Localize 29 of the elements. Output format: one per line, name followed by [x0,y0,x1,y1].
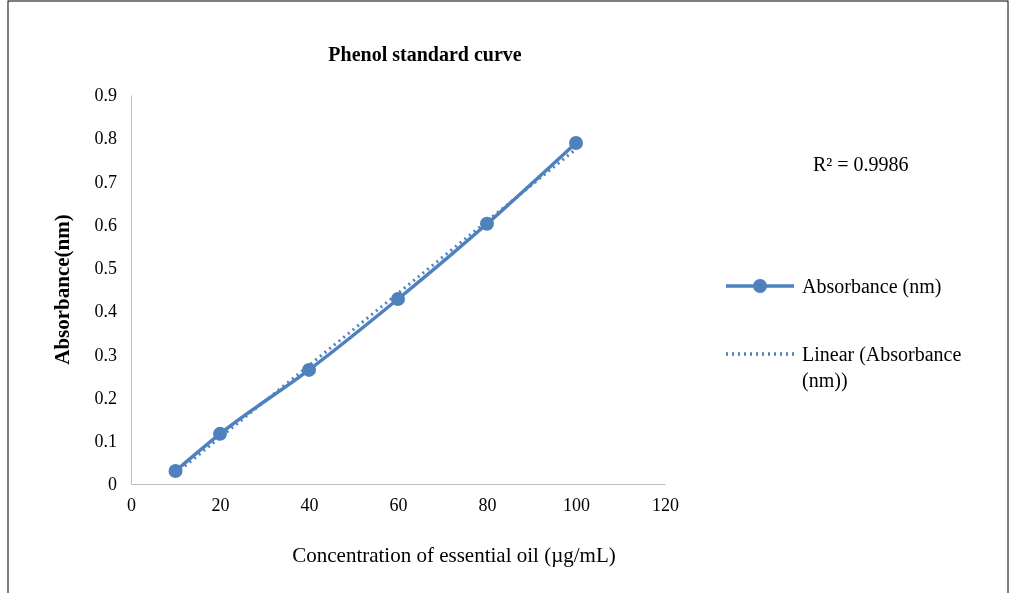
x-tick-label: 0 [127,494,136,515]
point [480,216,494,231]
point [302,362,316,377]
x-tick-label: 20 [211,494,230,515]
point [213,426,227,441]
x-tick-label: 120 [652,494,679,515]
y-tick-label: 0 [108,474,117,495]
chart-title: Phenol standard curve [328,43,522,65]
x-tick-label: 80 [478,494,497,515]
text: R² = 0.9986 [813,153,909,175]
legend-label: Linear (Absorbance (nm)) [802,343,962,392]
point [391,292,405,307]
y-tick-label: 0.8 [94,128,117,149]
y-tick-label: 0.5 [94,258,117,279]
y-axis-title: Absorbance(nm) [50,214,74,365]
point [569,135,583,150]
point [168,464,183,479]
y-tick-label: 0.7 [94,171,117,192]
y-tick-label: 0.4 [94,301,117,322]
y-tick-label: 0.3 [94,344,117,365]
x-tick-label: 40 [300,494,319,515]
y-tick-label: 0.1 [94,431,117,452]
y-tick-label: 0.9 [94,85,117,106]
legend-label: Absorbance (nm) [802,275,942,298]
x-tick-label: 100 [563,494,590,515]
y-tick-label: 0.6 [94,214,117,235]
x-axis-title: Concentration of essential oil (µg/mL) [292,543,616,567]
x-tick-label: 60 [389,494,408,515]
y-tick-label: 0.2 [94,387,117,408]
